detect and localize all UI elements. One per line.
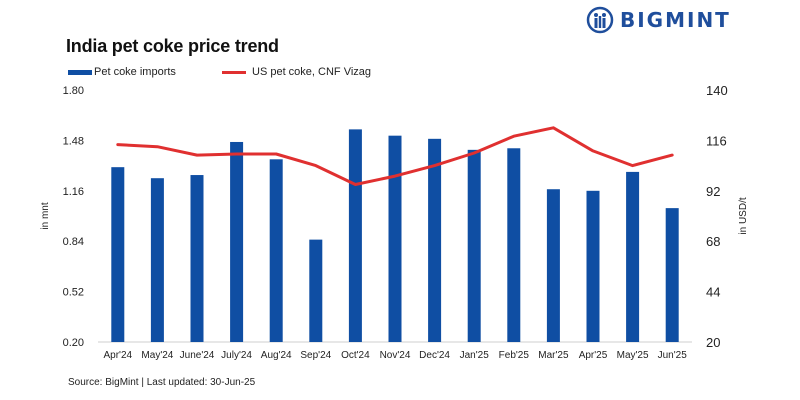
legend-swatch-line — [222, 70, 246, 74]
x-tick-label: Apr'24 — [104, 350, 133, 361]
bigmint-logo-icon — [586, 6, 614, 34]
x-tick-label: Apr'25 — [579, 350, 608, 361]
x-tick-label: Oct'24 — [341, 350, 370, 361]
bar-June'24 — [190, 175, 204, 342]
bar-May'24 — [150, 178, 164, 342]
chart-title: India pet coke price trend — [66, 36, 279, 56]
x-tick-label: May'25 — [617, 350, 649, 361]
bar-Apr'24 — [111, 167, 125, 342]
legend-swatch-bar — [68, 69, 92, 75]
bar-Jan'25 — [467, 149, 481, 342]
y-left-axis-title: in mnt — [40, 202, 51, 229]
y-right-tick-label: 44 — [706, 285, 720, 300]
y-right-tick-label: 68 — [706, 234, 720, 249]
y-left-tick-label: 0.84 — [63, 236, 84, 248]
y-right-tick-label: 92 — [706, 184, 720, 199]
x-tick-label: Nov'24 — [380, 350, 411, 361]
y-right-tick-label: 140 — [706, 83, 728, 98]
bar-Feb'25 — [507, 148, 521, 342]
x-tick-label: May'24 — [141, 350, 173, 361]
legend-item-bars: Pet coke imports — [68, 66, 176, 78]
y-right-tick-label: 116 — [706, 133, 727, 148]
brand-logo: BIGMINT — [586, 6, 731, 34]
y-left-tick-label: 0.20 — [63, 337, 84, 349]
x-tick-label: July'24 — [221, 350, 252, 361]
bar-Dec'24 — [428, 138, 442, 342]
y-right-tick-label: 20 — [706, 335, 720, 350]
legend-item-line: US pet coke, CNF Vizag — [222, 66, 371, 78]
y-left-tick-label: 1.80 — [63, 85, 84, 97]
bar-Nov'24 — [388, 135, 402, 342]
y-left-tick-label: 1.16 — [63, 186, 84, 198]
x-tick-label: Dec'24 — [419, 350, 450, 361]
y-right-axis-title: in USD/t — [738, 197, 749, 234]
x-tick-label: Jun'25 — [658, 350, 688, 361]
bar-May'25 — [626, 171, 640, 342]
bar-Apr'25 — [586, 190, 600, 342]
bar-Mar'25 — [546, 189, 560, 342]
y-left-tick-label: 1.48 — [63, 135, 84, 147]
legend-label-bars: Pet coke imports — [94, 66, 176, 78]
x-tick-label: Jan'25 — [460, 350, 490, 361]
x-tick-label: Aug'24 — [261, 350, 292, 361]
brand-name: BIGMINT — [620, 8, 731, 32]
x-tick-label: Feb'25 — [499, 350, 530, 361]
x-tick-label: Sep'24 — [300, 350, 331, 361]
x-tick-label: June'24 — [180, 350, 215, 361]
y-left-tick-label: 0.52 — [63, 287, 84, 299]
x-tick-label: Mar'25 — [538, 350, 569, 361]
bar-Oct'24 — [348, 129, 362, 342]
bar-July'24 — [230, 141, 244, 342]
bar-Sep'24 — [309, 239, 323, 342]
bar-Jun'25 — [665, 208, 679, 342]
source-note: Source: BigMint | Last updated: 30-Jun-2… — [68, 377, 256, 388]
legend-label-line: US pet coke, CNF Vizag — [252, 66, 372, 78]
bar-Aug'24 — [269, 159, 283, 342]
